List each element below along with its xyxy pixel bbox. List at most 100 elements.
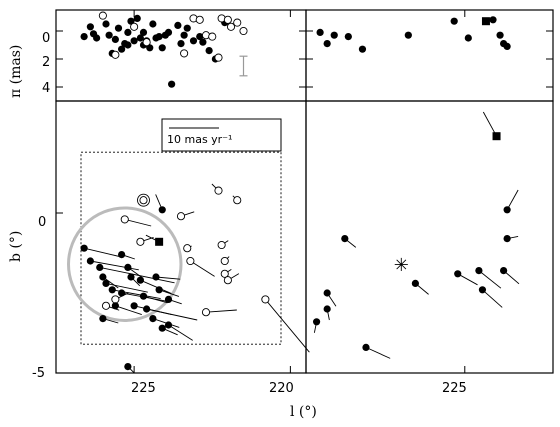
bottom-left-filled-point: [158, 324, 166, 332]
y-axis-label-parallax: π (mas): [8, 45, 24, 98]
bottom-left-vector: [146, 308, 198, 321]
x-tick-label-225-right: 225: [442, 381, 467, 396]
y-tick-label-b-0: 0: [38, 215, 46, 230]
bottom-left-open-point: [111, 295, 120, 304]
bottom-left-filled-point: [102, 279, 110, 287]
top-left-open-point: [239, 26, 248, 36]
bottom-left-filled-point: [124, 363, 132, 371]
region-circle: [67, 206, 183, 322]
top-right-filled-point: [450, 17, 458, 25]
bottom-left-filled-point: [155, 286, 163, 294]
top-left-filled-point: [149, 20, 157, 28]
top-left-filled-point: [189, 37, 198, 45]
bottom-right-filled-point: [323, 305, 331, 313]
bottom-left-open-point: [136, 237, 145, 246]
bottom-left-filled-point: [164, 295, 173, 303]
top-right-filled-point: [464, 34, 472, 42]
bottom-left-filled-point: [86, 257, 94, 265]
bottom-left-filled-point: [99, 315, 107, 323]
bottom-left-filled-point: [118, 289, 126, 297]
bottom-left-open-point: [139, 196, 148, 205]
top-left-filled-point: [124, 28, 132, 36]
top-left-filled-point: [93, 34, 101, 42]
bottom-left-open-point: [186, 256, 195, 266]
top-right-filled-point: [323, 40, 331, 48]
y-axis-label-latitude: b (°): [8, 231, 24, 262]
top-right-filled-point: [330, 31, 338, 39]
y-tick-label-b-minus5: -5: [32, 366, 45, 381]
bottom-left-vector: [205, 309, 237, 313]
x-tick-label-225-left: 225: [131, 381, 156, 396]
top-right-filled-point: [358, 45, 367, 53]
bottom-left-vector: [190, 260, 215, 277]
bottom-right-filled-point: [362, 343, 370, 351]
top-left-filled-point: [139, 28, 148, 36]
bottom-right-square-point: [492, 132, 501, 141]
top-left-open-point: [180, 49, 189, 58]
top-left-filled-point: [102, 20, 110, 28]
bottom-right-filled-point: [475, 267, 483, 275]
top-left-filled-point: [118, 45, 126, 53]
bottom-left-filled-point: [96, 263, 104, 271]
bottom-left-vector: [265, 299, 310, 353]
bottom-right-filled-point: [500, 267, 508, 275]
bottom-right-filled-point: [411, 279, 419, 287]
top-left-open-point: [223, 15, 232, 24]
bottom-left-filled-point: [130, 302, 138, 310]
bottom-left-open-point: [220, 256, 229, 266]
bottom-right-filled-point: [312, 318, 321, 326]
panel-top-right-frame: [305, 9, 554, 102]
bottom-left-vector: [155, 276, 181, 280]
top-left-filled-point: [177, 40, 185, 48]
top-right-filled-point: [404, 31, 412, 39]
top-left-filled-point: [133, 14, 141, 22]
bottom-left-open-point: [201, 308, 211, 317]
top-right-filled-point: [503, 42, 511, 51]
bottom-left-filled-point: [149, 315, 157, 323]
top-left-filled-point: [124, 41, 132, 49]
bottom-right-vector: [506, 189, 519, 211]
top-left-filled-point: [86, 23, 94, 31]
bottom-left-filled-point: [124, 263, 132, 271]
x-axis-label-longitude: l (°): [290, 404, 317, 420]
bottom-left-open-point: [217, 240, 226, 250]
scale-bar-box: [161, 118, 282, 152]
bottom-left-vector: [143, 295, 168, 304]
bottom-left-open-point: [183, 244, 192, 253]
bottom-left-filled-point: [108, 286, 116, 294]
x-tick-label-220: 220: [269, 381, 294, 396]
top-left-open-point: [226, 22, 236, 31]
bottom-left-filled-point: [127, 273, 135, 281]
top-left-filled-point: [180, 31, 188, 39]
top-left-filled-point: [205, 47, 213, 55]
top-left-filled-point: [114, 24, 123, 32]
bottom-left-filled-point: [136, 276, 144, 284]
panel-bottom-right-frame: [305, 100, 554, 374]
bottom-left-vector: [124, 218, 152, 227]
top-left-open-point: [214, 53, 223, 62]
bottom-left-filled-point: [139, 292, 148, 300]
bottom-left-open-point: [101, 301, 111, 310]
bottom-left-filled-point: [152, 273, 160, 281]
bottom-left-vector: [168, 324, 193, 341]
bottom-right-vector: [365, 346, 391, 359]
top-left-filled-point: [158, 44, 166, 52]
region-dashed-box: [80, 151, 282, 345]
error-bar: [239, 55, 248, 77]
y-tick-label-pi-4: 4: [42, 81, 50, 96]
top-right-filled-point: [316, 28, 324, 36]
top-left-open-point: [233, 18, 242, 27]
top-left-filled-point: [130, 37, 138, 45]
top-left-filled-point: [105, 31, 113, 39]
scale-bar-label: 10 mas yr⁻¹: [167, 133, 232, 146]
bottom-left-open-point: [176, 212, 186, 221]
top-left-filled-point: [80, 33, 88, 41]
top-left-open-point: [130, 22, 139, 31]
bottom-right-vector: [478, 270, 502, 289]
y-tick-label-pi-2: 2: [42, 55, 50, 70]
bottom-right-filled-point: [454, 270, 462, 278]
top-right-square-point: [481, 17, 490, 26]
bottom-right-filled-point: [503, 235, 511, 243]
bottom-right-filled-point: [503, 206, 511, 214]
